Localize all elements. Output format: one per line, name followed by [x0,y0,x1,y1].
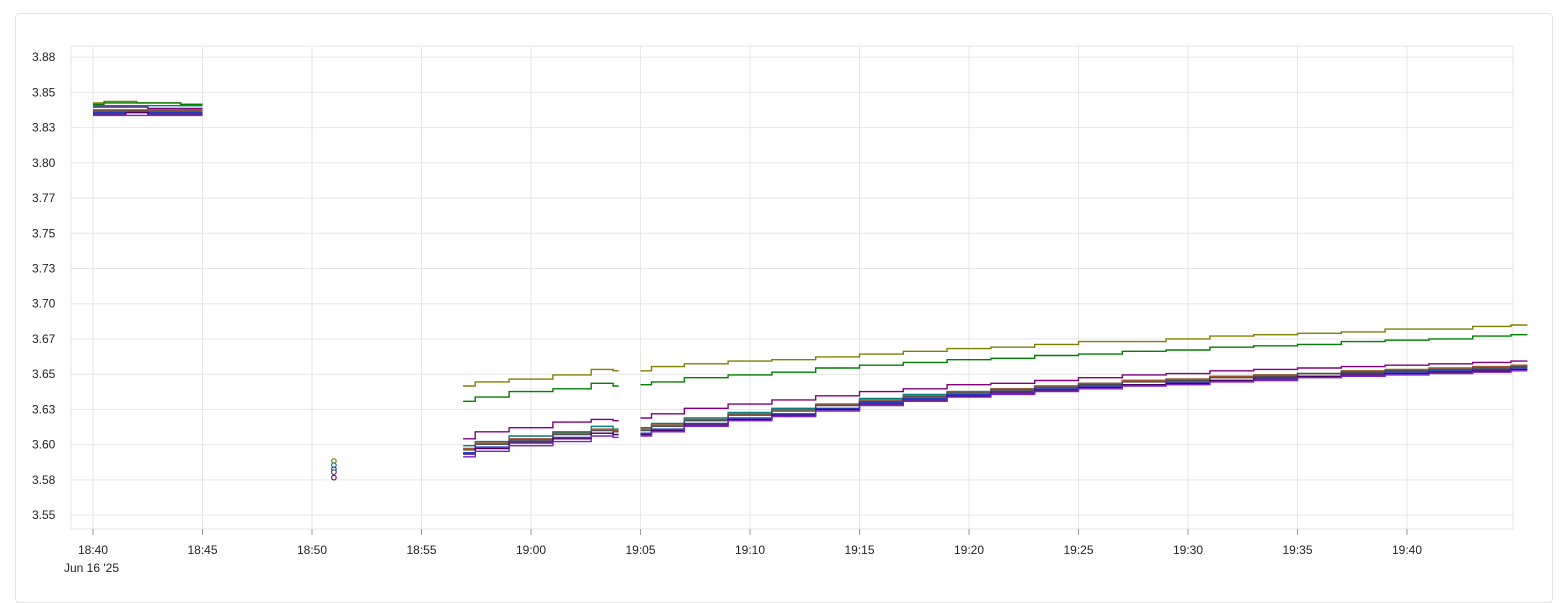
series-line-3[interactable] [93,106,1528,440]
data-point-4[interactable] [331,469,337,475]
x-tick-label: 18:45 [187,543,217,557]
x-tick-label: 19:35 [1282,543,1312,557]
x-tick-label: 19:30 [1173,543,1203,557]
y-tick-label: 3.80 [32,156,56,170]
y-tick-label: 3.83 [32,121,56,135]
y-tick-label: 3.58 [32,473,56,487]
series-line-9[interactable] [93,114,1528,458]
grid [71,46,1513,535]
x-axis: 18:40 18:45 18:50 18:55 19:00 19:05 19:10 19:15… [78,543,1422,557]
y-tick-label: 3.73 [32,261,56,275]
data-point-5[interactable] [331,474,337,481]
y-tick-label: 3.63 [32,402,56,416]
y-tick-label: 3.75 [32,226,56,240]
x-tick-label: 19:25 [1063,543,1093,557]
x-tick-label: 19:15 [844,543,874,557]
x-tick-label: 19:00 [516,543,546,557]
series-line-2[interactable] [93,102,1528,402]
x-tick-label: 18:40 [78,543,108,557]
y-tick-label: 3.88 [32,50,56,64]
x-tick-label: 19:10 [735,543,765,557]
y-tick-label: 3.55 [32,508,56,522]
isolated-points [331,458,337,481]
date-label: Jun 16 '25 [64,561,119,575]
y-tick-label: 3.67 [32,332,56,346]
x-tick-label: 18:50 [297,543,327,557]
y-axis: 3.55 3.58 3.60 3.63 3.65 3.67 3.70 3.73 3.75 3.77… [32,50,56,522]
x-tick-label: 19:20 [954,543,984,557]
y-tick-label: 3.70 [32,297,56,311]
x-tick-label: 19:40 [1392,543,1422,557]
series-group [93,100,1528,458]
plot-area [70,45,1514,530]
line-chart[interactable]: 3.55 3.58 3.60 3.63 3.65 3.67 3.70 3.73 3.75 3.77… [0,0,1561,590]
y-tick-label: 3.65 [32,367,56,381]
x-tick-label: 19:05 [625,543,655,557]
x-tick-label: 18:55 [406,543,436,557]
y-tick-label: 3.85 [32,85,56,99]
y-tick-label: 3.60 [32,438,56,452]
y-tick-label: 3.77 [32,191,56,205]
